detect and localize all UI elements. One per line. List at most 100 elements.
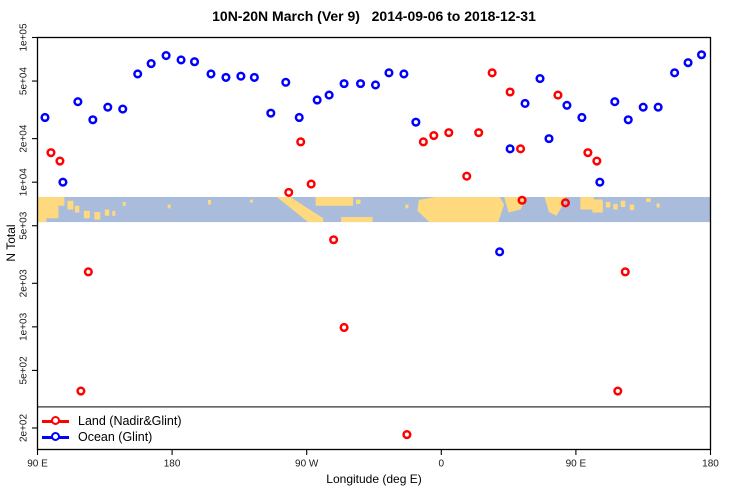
data-point-land (306, 179, 316, 189)
data-point-ocean (399, 69, 409, 79)
data-point-land (83, 267, 93, 277)
x-tick-label: 180 (702, 459, 719, 470)
data-point-ocean (40, 112, 50, 123)
legend-label-land: Land (Nadir&Glint) (78, 414, 182, 428)
data-point-ocean (88, 115, 98, 125)
map-band-land (207, 199, 211, 205)
map-band-land (122, 202, 126, 206)
data-point-ocean (58, 177, 68, 187)
data-point-land (339, 322, 349, 333)
data-point-land (517, 195, 527, 205)
x-tick-label: 90 W (295, 459, 319, 470)
data-point-ocean (249, 72, 259, 82)
data-point-ocean (176, 55, 186, 65)
y-axis-title: N Total (4, 224, 18, 262)
map-band-land (167, 204, 171, 209)
map-band-land (646, 198, 651, 203)
data-point-ocean (118, 104, 128, 114)
data-point-ocean (520, 98, 530, 109)
data-point-ocean (161, 51, 171, 61)
data-point-land (46, 148, 56, 158)
y-tick-label: 1e+05 (19, 23, 30, 52)
data-point-ocean (133, 69, 143, 79)
data-point-ocean (577, 112, 587, 123)
data-point-ocean (670, 68, 680, 78)
legend-item-land: Land (Nadir&Glint) (42, 413, 182, 429)
y-tick-label: 5e+04 (19, 67, 30, 96)
data-point-ocean (324, 90, 334, 100)
x-tick-label: 0 (439, 459, 445, 470)
map-band-land (83, 210, 90, 219)
map-band-ocean (37, 196, 711, 223)
legend-label-ocean: Ocean (Glint) (78, 430, 153, 444)
data-point-ocean (683, 58, 693, 68)
data-point-land (613, 386, 623, 396)
data-point-land (55, 156, 65, 166)
plot-border (36, 36, 712, 451)
data-point-ocean (189, 57, 200, 67)
map-band-land (629, 204, 635, 211)
data-point-land (418, 137, 428, 147)
data-point-land (402, 430, 412, 440)
data-point-ocean (103, 102, 113, 112)
data-point-land (560, 198, 570, 208)
map-band-land (276, 196, 324, 223)
data-point-ocean (411, 117, 421, 127)
data-point-ocean (221, 72, 231, 82)
legend-item-ocean: Ocean (Glint) (42, 429, 182, 445)
data-point-ocean (281, 77, 291, 87)
map-band-land (592, 199, 603, 213)
data-point-ocean (653, 102, 663, 112)
map-band-land (37, 196, 59, 219)
legend: Land (Nadir&Glint) Ocean (Glint) (42, 413, 182, 445)
y-tick-label: 5e+03 (19, 211, 30, 240)
data-point-land (505, 87, 515, 97)
data-point-ocean (370, 80, 381, 90)
data-point-land (462, 171, 472, 181)
data-point-ocean (146, 59, 156, 69)
data-point-ocean (544, 134, 554, 144)
map-band-land (104, 209, 110, 216)
map-band-land (504, 196, 527, 213)
data-point-land (329, 235, 339, 245)
map-band-land (37, 217, 47, 223)
data-point-land (444, 128, 454, 138)
data-point-ocean (266, 108, 276, 118)
data-point-land (516, 144, 526, 154)
data-point-land (284, 187, 294, 197)
data-point-land (583, 148, 593, 158)
y-tick-label: 2e+03 (19, 269, 30, 298)
data-point-ocean (294, 112, 304, 123)
ocean-series-marker-icon (42, 431, 69, 443)
data-point-land (76, 386, 86, 396)
data-point-land (592, 156, 602, 166)
map-band-land (544, 196, 566, 216)
data-point-ocean (384, 68, 394, 78)
map-band-land (94, 212, 101, 220)
data-point-ocean (623, 115, 633, 125)
data-point-ocean (535, 74, 545, 84)
data-point-land (296, 137, 306, 147)
map-band-land (74, 205, 80, 213)
map-band-land (58, 196, 65, 206)
map-band-land (249, 199, 253, 203)
data-point-ocean (495, 247, 505, 257)
data-point-ocean (595, 177, 605, 187)
y-tick-label: 1e+04 (19, 168, 30, 197)
y-tick-label: 2e+02 (19, 414, 30, 443)
map-band-land (405, 204, 409, 209)
map-band-land (67, 200, 74, 210)
x-tick-label: 180 (164, 459, 181, 470)
map-band-land (341, 217, 373, 223)
x-tick-label: 90 E (27, 459, 48, 470)
data-point-ocean (236, 71, 246, 81)
y-tick-label: 5e+02 (19, 356, 30, 385)
data-point-land (474, 128, 484, 138)
map-band-land (112, 210, 116, 216)
data-point-ocean (505, 144, 515, 154)
map-band-land (613, 204, 618, 210)
map-band-land (605, 202, 611, 208)
y-tick-label: 1e+03 (19, 312, 30, 341)
data-point-land (553, 90, 563, 100)
